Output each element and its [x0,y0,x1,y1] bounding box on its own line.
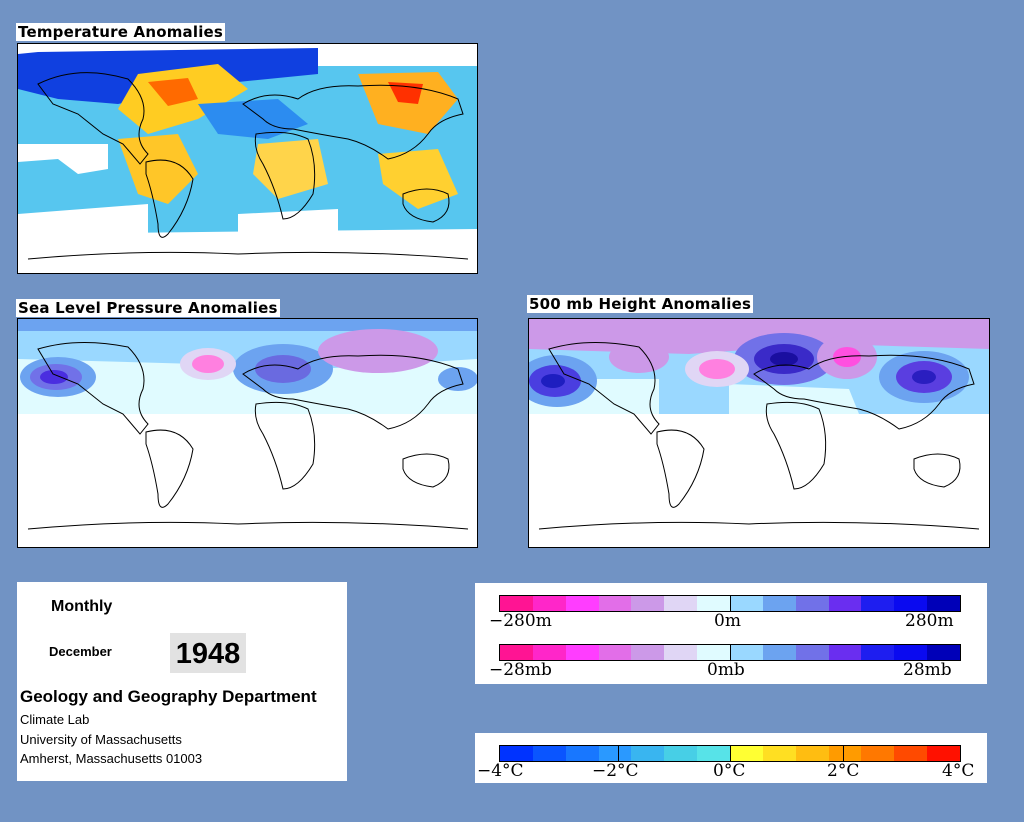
colorbar-swatch [631,596,665,611]
height-label-max: 280m [905,611,954,631]
colorbar-swatch [664,645,698,660]
pressure-label-max: 28mb [903,660,952,680]
temperature-legend: −4°C −2°C 0°C 2°C 4°C [475,733,987,783]
colorbar-swatch [828,596,862,611]
temp-tick-2 [730,745,731,762]
colorbar-swatch [762,596,796,611]
colorbar-swatch [598,596,632,611]
pressure-label-min: −28mb [489,660,552,680]
colorbar-swatch [894,596,928,611]
temp-tick-3 [843,745,844,762]
colorbar-swatch [664,746,698,761]
temp-label-4: 4°C [942,761,975,781]
department-label: Geology and Geography Department [20,687,317,706]
colorbar-swatch [730,596,763,611]
colorbar-swatch [927,746,961,761]
temp-tick-1 [618,745,619,762]
pressure-label-zero: 0mb [707,660,745,680]
month-label: December [49,644,112,659]
colorbar-swatch [664,596,698,611]
colorbar-swatch [532,645,566,660]
colorbar-swatch [795,645,829,660]
colorbar-swatch [795,596,829,611]
colorbar-swatch [894,746,928,761]
colorbar-swatch [565,645,599,660]
height-anomalies-title: 500 mb Height Anomalies [527,295,754,313]
colorbar-swatch [697,645,731,660]
temp-label-2: 2°C [827,761,860,781]
slp-anomalies-title: Sea Level Pressure Anomalies [16,299,280,317]
height-anomalies-map [528,318,990,548]
colorbar-swatch [500,645,533,660]
colorbar-swatch [927,596,961,611]
colorbar-swatch [565,746,599,761]
colorbar-swatch [828,746,862,761]
temperature-colorbar [499,745,961,762]
colorbar-swatch [861,596,895,611]
colorbar-swatch [861,746,895,761]
pressure-tick-zero [730,644,731,661]
height-pressure-legend: −280m 0m 280m −28mb 0mb 28mb [475,583,987,684]
address-line: Amherst, Massachusetts 01003 [20,751,203,766]
year-label: 1948 [170,633,246,673]
colorbar-swatch [697,596,731,611]
colorbar-swatch [500,746,533,761]
lab-line: Climate Lab [20,712,90,727]
colorbar-swatch [532,746,566,761]
colorbar-swatch [762,746,796,761]
height-label-zero: 0m [714,611,741,631]
colorbar-swatch [861,645,895,660]
height-label-min: −280m [489,611,552,631]
colorbar-swatch [730,645,763,660]
colorbar-swatch [894,645,928,660]
period-label: Monthly [51,598,113,615]
university-line: University of Massachusetts [20,732,182,747]
colorbar-swatch [500,596,533,611]
info-panel: Monthly December 1948 Geology and Geogra… [17,582,347,781]
colorbar-swatch [762,645,796,660]
colorbar-swatch [631,746,665,761]
slp-anomalies-map [17,318,478,548]
temp-label-m2: −2°C [592,761,639,781]
colorbar-swatch [565,596,599,611]
height-colorbar [499,595,961,612]
temperature-anomalies-map [17,43,478,274]
colorbar-swatch [828,645,862,660]
colorbar-swatch [532,596,566,611]
colorbar-swatch [631,645,665,660]
colorbar-swatch [927,645,961,660]
temp-label-m4: −4°C [477,761,524,781]
colorbar-swatch [795,746,829,761]
colorbar-swatch [598,645,632,660]
temp-label-0: 0°C [713,761,746,781]
height-tick-zero [730,595,731,612]
temperature-anomalies-title: Temperature Anomalies [16,23,226,41]
colorbar-swatch [697,746,731,761]
colorbar-swatch [730,746,763,761]
colorbar-swatch [598,746,632,761]
